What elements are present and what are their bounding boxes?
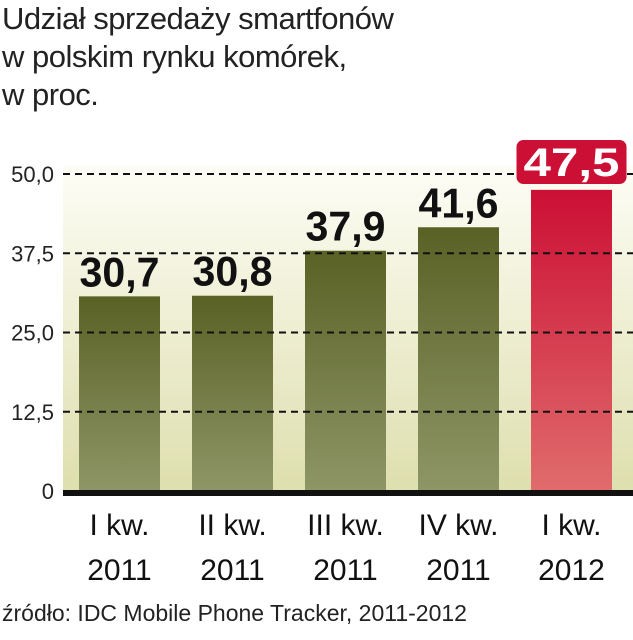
value-label: 47,5 bbox=[524, 141, 620, 185]
y-tick-label: 50,0 bbox=[11, 162, 54, 187]
value-label-box bbox=[516, 140, 627, 184]
x-tick-label-year: 2011 bbox=[313, 554, 378, 587]
x-tick-label-quarter: I kw. bbox=[541, 509, 601, 542]
value-label: 37,9 bbox=[306, 203, 386, 250]
x-tick-label-year: 2011 bbox=[87, 554, 152, 587]
y-tick-label: 12,5 bbox=[11, 400, 54, 425]
value-label: 30,7 bbox=[80, 248, 160, 295]
y-tick-label: 37,5 bbox=[11, 241, 54, 266]
source-note: źródło: IDC Mobile Phone Tracker, 2011-2… bbox=[2, 600, 467, 626]
title-line-3: w proc. bbox=[2, 77, 99, 112]
x-tick-label-year: 2012 bbox=[538, 554, 605, 587]
x-tick-label-quarter: III kw. bbox=[307, 509, 384, 542]
highlighted-bar bbox=[531, 189, 612, 491]
bar bbox=[305, 250, 386, 491]
bar bbox=[418, 227, 499, 492]
bar bbox=[79, 296, 160, 491]
x-axis-line bbox=[63, 490, 633, 496]
x-tick-label-quarter: II kw. bbox=[198, 509, 266, 542]
x-tick-label-quarter: I kw. bbox=[89, 509, 149, 542]
y-tick-label: 0 bbox=[42, 479, 54, 504]
title-line-2: w polskim rynku komórek, bbox=[2, 39, 347, 74]
bar bbox=[192, 295, 273, 491]
value-label: 41,6 bbox=[419, 179, 499, 226]
value-label: 30,8 bbox=[193, 248, 273, 295]
x-tick-label-year: 2011 bbox=[426, 554, 491, 587]
chart-title: Udział sprzedaży smartfonów w polskim ry… bbox=[2, 0, 394, 114]
y-tick-label: 25,0 bbox=[11, 321, 54, 346]
x-tick-label-year: 2011 bbox=[200, 554, 265, 587]
x-tick-label-quarter: IV kw. bbox=[418, 509, 498, 542]
title-line-1: Udział sprzedaży smartfonów bbox=[2, 1, 394, 36]
